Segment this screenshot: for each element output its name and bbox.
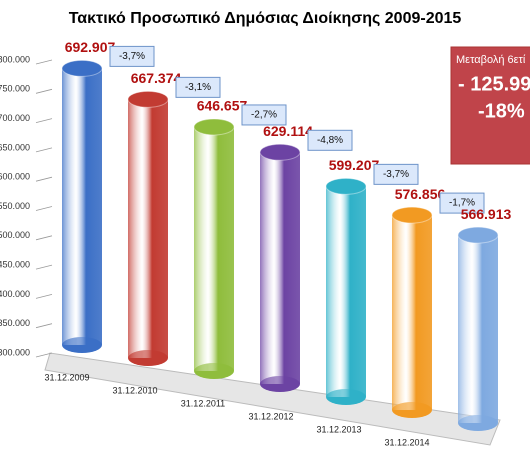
grid-line (35, 147, 53, 153)
summary-value: - 125.99 (458, 73, 530, 95)
y-tick-label: 450.000 (0, 259, 30, 269)
y-tick-label: 300.000 (0, 347, 30, 357)
y-tick-label: 700.000 (0, 113, 30, 123)
grid-line (35, 88, 53, 94)
grid-line (35, 264, 53, 270)
data-label: 566.913 (461, 206, 512, 222)
data-label: 667.374 (131, 70, 182, 86)
y-tick-label: 800.000 (0, 54, 30, 64)
bar-cap (391, 206, 433, 224)
bar-cap (193, 118, 235, 136)
bar (458, 235, 498, 423)
x-tick-label: 31.12.2015 (452, 450, 497, 452)
grid-line (35, 206, 53, 211)
change-label: -3,7% (383, 169, 409, 180)
change-box (241, 104, 287, 126)
bar-cap (259, 143, 301, 161)
change-box (175, 76, 221, 98)
bar-cap (457, 226, 499, 244)
change-label: -3,1% (185, 82, 211, 93)
change-box (439, 192, 485, 214)
data-label: 646.657 (197, 98, 248, 114)
grid-line (35, 294, 53, 299)
y-tick-label: 550.000 (0, 201, 30, 211)
y-tick-label: 750.000 (0, 84, 30, 94)
bar (326, 186, 366, 397)
grid-line (35, 176, 53, 182)
y-tick-label: 600.000 (0, 172, 30, 182)
bar (260, 152, 300, 384)
y-tick-label: 500.000 (0, 230, 30, 240)
data-label: 692.907 (65, 39, 116, 55)
summary-label: Μεταβολή 6ετί (456, 54, 526, 66)
y-tick-label: 350.000 (0, 318, 30, 328)
change-label: -4,8% (317, 135, 343, 146)
x-tick-label: 31.12.2014 (384, 437, 429, 447)
bar (62, 68, 102, 346)
bar (194, 126, 234, 372)
x-tick-label: 31.12.2013 (316, 424, 361, 434)
chart-title: Τακτικό Προσωπικό Δημόσιας Διοίκησης 200… (69, 10, 462, 27)
bar-cap (325, 177, 367, 195)
grid-line (35, 323, 53, 329)
data-label: 599.207 (329, 157, 380, 173)
x-tick-label: 31.12.2010 (112, 385, 157, 395)
bar-cap (127, 90, 169, 108)
grid-line (35, 118, 53, 123)
summary-box (450, 46, 530, 165)
bar-cap (61, 59, 103, 77)
y-tick-label: 400.000 (0, 289, 30, 299)
change-box (109, 45, 155, 67)
change-label: -3,7% (119, 51, 145, 62)
change-label: -1,7% (449, 198, 475, 209)
change-label: -2,7% (251, 110, 277, 121)
y-tick-label: 650.000 (0, 142, 30, 152)
grid-line (35, 59, 53, 65)
bar (128, 99, 168, 358)
data-label: 576.856 (395, 186, 446, 202)
x-tick-label: 31.12.2012 (248, 411, 293, 421)
bar (392, 215, 432, 410)
x-tick-label: 31.12.2009 (44, 372, 89, 382)
grid-line (35, 352, 53, 358)
change-box (373, 163, 419, 185)
grid-line (35, 235, 53, 241)
data-label: 629.114 (263, 123, 313, 139)
x-tick-label: 31.12.2011 (181, 398, 225, 408)
change-box (307, 129, 353, 151)
summary-percent: -18% (478, 100, 525, 122)
